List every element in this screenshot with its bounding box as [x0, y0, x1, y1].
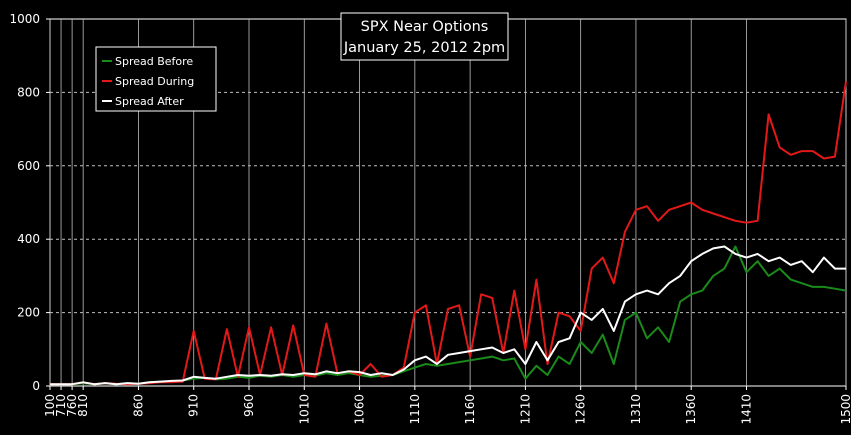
- grid: [49, 18, 847, 387]
- y-tick-label: 200: [17, 306, 40, 320]
- x-tick-label: 1160: [463, 394, 477, 425]
- x-tick-label: 1410: [740, 394, 754, 425]
- x-tick-label: 1010: [297, 394, 311, 425]
- spread-during-line: [50, 81, 847, 386]
- chart-subtitle: January 25, 2012 2pm: [343, 40, 505, 56]
- y-tick-label: 1000: [9, 12, 40, 26]
- x-tick-label: 910: [187, 394, 201, 417]
- x-tick-label: 760: [65, 394, 79, 417]
- legend: Spread Before Spread During Spread After: [95, 46, 217, 112]
- legend-label-after: Spread After: [115, 95, 184, 108]
- y-tick-label: 400: [17, 232, 40, 246]
- x-tick-label: 1310: [629, 394, 643, 425]
- legend-label-during: Spread During: [115, 75, 194, 88]
- x-tick-label: 1500: [839, 394, 851, 425]
- y-tick-label: 0: [32, 379, 40, 393]
- x-tick-label: 710: [54, 394, 68, 417]
- x-tick-label: 1210: [518, 394, 532, 425]
- x-tick-label: 860: [131, 394, 145, 417]
- legend-label-before: Spread Before: [115, 55, 193, 68]
- x-tick-label: 1360: [684, 394, 698, 425]
- series-lines: [50, 81, 847, 386]
- y-tick-label: 800: [17, 85, 40, 99]
- y-tick-label: 600: [17, 159, 40, 173]
- chart-title-box: SPX Near Options January 25, 2012 2pm: [340, 12, 509, 61]
- x-tick-label: 960: [242, 394, 256, 417]
- y-axis: 0 200 400 600 800 1000: [9, 12, 50, 393]
- chart-title: SPX Near Options: [361, 19, 489, 35]
- x-tick-label: 1260: [574, 394, 588, 425]
- x-tick-label: 100: [43, 394, 57, 417]
- x-tick-label: 1060: [353, 394, 367, 425]
- x-tick-label: 1110: [408, 394, 422, 425]
- x-tick-label: 810: [76, 394, 90, 417]
- spread-after-line: [50, 245, 846, 386]
- spread-before-line: [50, 245, 847, 386]
